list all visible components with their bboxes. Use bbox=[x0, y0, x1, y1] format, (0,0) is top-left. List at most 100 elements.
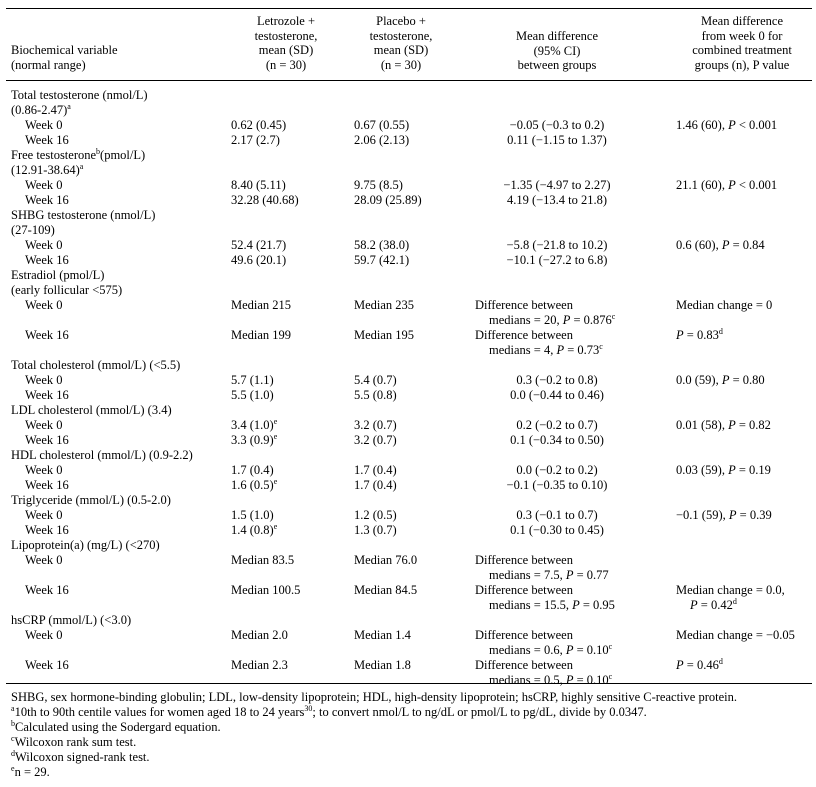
group-difference: 0.11 (−1.15 to 1.37) bbox=[507, 133, 607, 147]
table-row: Week 0 Median 215 Median 235 Difference bet… bbox=[0, 298, 816, 328]
timepoint-label: Week 16 bbox=[25, 583, 69, 597]
table-row: Week 0 0.62 (0.45) 0.67 (0.55) −0.05 (−0.3 … bbox=[0, 118, 816, 133]
letrozole-value: 3.3 (0.9)e bbox=[231, 431, 278, 447]
footnote-marker: d bbox=[718, 326, 723, 336]
group-difference: 0.0 (−0.44 to 0.46) bbox=[510, 388, 604, 402]
letrozole-value: Median 83.5 bbox=[231, 553, 295, 567]
variable-heading-row: HDL cholesterol (mmol/L) (0.9-2.2) bbox=[0, 448, 816, 463]
week0-difference: −0.1 (59), P = 0.39 bbox=[676, 508, 772, 522]
variable-heading-row: Estradiol (pmol/L) bbox=[0, 268, 816, 283]
variable-heading-row: hsCRP (mmol/L) (<3.0) bbox=[0, 613, 816, 628]
group-difference: −0.1 (−0.35 to 0.10) bbox=[506, 478, 608, 492]
placebo-value: 5.5 (0.8) bbox=[354, 388, 397, 402]
table-row: Week 0 Median 2.0 Median 1.4 Difference bet… bbox=[0, 628, 816, 658]
variable-name: (early follicular <575) bbox=[11, 283, 123, 297]
placebo-value: 59.7 (42.1) bbox=[354, 253, 410, 267]
footnotes: SHBG, sex hormone-binding globulin; LDL,… bbox=[11, 690, 737, 780]
group-difference-medians: medians = 7.5, P = 0.77 bbox=[489, 568, 609, 582]
variable-name: (12.91-38.64)a bbox=[11, 161, 84, 177]
group-difference: Difference between bbox=[475, 328, 573, 342]
week0-difference: Median change = 0.0, bbox=[676, 583, 785, 597]
timepoint-label: Week 16 bbox=[25, 133, 69, 147]
placebo-value: 1.2 (0.5) bbox=[354, 508, 397, 522]
letrozole-value: 1.7 (0.4) bbox=[231, 463, 274, 477]
placebo-value: 3.2 (0.7) bbox=[354, 433, 397, 447]
variable-heading-row: (12.91-38.64)a bbox=[0, 161, 816, 178]
group-difference: −1.35 (−4.97 to 2.27) bbox=[503, 178, 611, 192]
table-row: Week 16 3.3 (0.9)e 3.2 (0.7) 0.1 (−0.34 to … bbox=[0, 431, 816, 448]
placebo-value: 5.4 (0.7) bbox=[354, 373, 397, 387]
header-col-mean-diff: Mean difference (95% CI) between groups bbox=[515, 29, 598, 73]
placebo-value: Median 76.0 bbox=[354, 553, 418, 567]
placebo-value: Median 1.8 bbox=[354, 658, 411, 672]
timepoint-label: Week 16 bbox=[25, 193, 69, 207]
timepoint-label: Week 16 bbox=[25, 478, 69, 492]
placebo-value: 0.67 (0.55) bbox=[354, 118, 410, 132]
week0-difference: 0.6 (60), P = 0.84 bbox=[676, 238, 765, 252]
table-row: Week 0 Median 83.5 Median 76.0 Difference b… bbox=[0, 553, 816, 583]
header-col-week0-diff: Mean difference from week 0 for combined… bbox=[692, 14, 792, 72]
letrozole-value: Median 100.5 bbox=[231, 583, 301, 597]
footnote-marker: c bbox=[599, 341, 603, 351]
group-difference-medians: medians = 0.6, P = 0.10c bbox=[489, 641, 613, 657]
timepoint-label: Week 0 bbox=[25, 418, 63, 432]
group-difference-medians: medians = 0.5, P = 0.10c bbox=[489, 671, 613, 687]
letrozole-value: Median 199 bbox=[231, 328, 292, 342]
table-row: Week 16 5.5 (1.0) 5.5 (0.8) 0.0 (−0.44 to 0… bbox=[0, 388, 816, 403]
footnote-marker: e bbox=[273, 476, 278, 486]
variable-name: LDL cholesterol (mmol/L) (3.4) bbox=[11, 403, 172, 417]
timepoint-label: Week 0 bbox=[25, 628, 63, 642]
table-row: Week 16 1.4 (0.8)e 1.3 (0.7) 0.1 (−0.30 to … bbox=[0, 522, 816, 538]
variable-name: Free testosteroneb(pmol/L) bbox=[11, 146, 146, 162]
footnote-marker: d bbox=[732, 596, 737, 606]
placebo-value: 9.75 (8.5) bbox=[354, 178, 403, 192]
table-row: Week 16 Median 199 Median 195 Difference be… bbox=[0, 326, 816, 358]
placebo-value: Median 195 bbox=[354, 328, 415, 342]
variable-heading-row: Free testosteroneb(pmol/L) bbox=[0, 146, 816, 163]
placebo-value: 2.06 (2.13) bbox=[354, 133, 410, 147]
footnote-abbreviations: SHBG, sex hormone-binding globulin; LDL,… bbox=[11, 690, 737, 704]
bottom-rule bbox=[6, 683, 812, 684]
week0-difference: P = 0.83d bbox=[676, 326, 723, 342]
footnote-marker: a bbox=[67, 101, 71, 111]
footnote-b: bCalculated using the Sodergard equation… bbox=[11, 718, 221, 734]
footnote-marker: c bbox=[608, 641, 613, 651]
letrozole-value: 0.62 (0.45) bbox=[231, 118, 287, 132]
variable-name: Estradiol (pmol/L) bbox=[11, 268, 105, 282]
timepoint-label: Week 0 bbox=[25, 178, 63, 192]
group-difference: −5.8 (−21.8 to 10.2) bbox=[506, 238, 608, 252]
placebo-value: 1.3 (0.7) bbox=[354, 523, 397, 537]
letrozole-value: 49.6 (20.1) bbox=[231, 253, 287, 267]
letrozole-value: 1.5 (1.0) bbox=[231, 508, 274, 522]
placebo-value: Median 235 bbox=[354, 298, 415, 312]
variable-name: Triglyceride (mmol/L) (0.5-2.0) bbox=[11, 493, 171, 507]
week0-difference: Median change = 0 bbox=[676, 298, 773, 312]
placebo-value: Median 1.4 bbox=[354, 628, 411, 642]
footnote-marker: e bbox=[273, 431, 278, 441]
week0-difference: 0.03 (59), P = 0.19 bbox=[676, 463, 771, 477]
group-difference: −10.1 (−27.2 to 6.8) bbox=[506, 253, 608, 267]
placebo-value: 1.7 (0.4) bbox=[354, 463, 397, 477]
header-rule bbox=[6, 80, 812, 81]
group-difference: 4.19 (−13.4 to 21.8) bbox=[506, 193, 608, 207]
table-row: Week 16 32.28 (40.68) 28.09 (25.89) 4.19 (−… bbox=[0, 193, 816, 208]
table-row: Week 16 Median 2.3 Median 1.8 Difference be… bbox=[0, 657, 816, 688]
letrozole-value: 5.5 (1.0) bbox=[231, 388, 274, 402]
table-row: Week 16 1.6 (0.5)e 1.7 (0.4) −0.1 (−0.35 to… bbox=[0, 476, 816, 493]
variable-heading-row: Total cholesterol (mmol/L) (<5.5) bbox=[0, 358, 816, 373]
variable-name: Total testosterone (nmol/L) bbox=[11, 88, 148, 102]
variable-name: Total cholesterol (mmol/L) (<5.5) bbox=[11, 358, 181, 372]
footnote-e: en = 29. bbox=[11, 763, 50, 779]
timepoint-label: Week 16 bbox=[25, 388, 69, 402]
table-body: Total testosterone (nmol/L) (0.86-2.47)a W… bbox=[0, 88, 816, 688]
week0-difference: 1.46 (60), P < 0.001 bbox=[676, 118, 778, 132]
group-difference: 0.0 (−0.2 to 0.2) bbox=[516, 463, 598, 477]
timepoint-label: Week 0 bbox=[25, 553, 63, 567]
letrozole-value: Median 2.0 bbox=[231, 628, 288, 642]
group-difference: 0.3 (−0.2 to 0.8) bbox=[516, 373, 598, 387]
table-row: Week 0 3.4 (1.0)e 3.2 (0.7) 0.2 (−0.2 to 0.… bbox=[0, 417, 816, 433]
group-difference-medians: medians = 4, P = 0.73c bbox=[489, 341, 603, 357]
placebo-value: Median 84.5 bbox=[354, 583, 418, 597]
footnote-marker: c bbox=[611, 311, 616, 321]
group-difference-medians: medians = 15.5, P = 0.95 bbox=[489, 598, 615, 612]
